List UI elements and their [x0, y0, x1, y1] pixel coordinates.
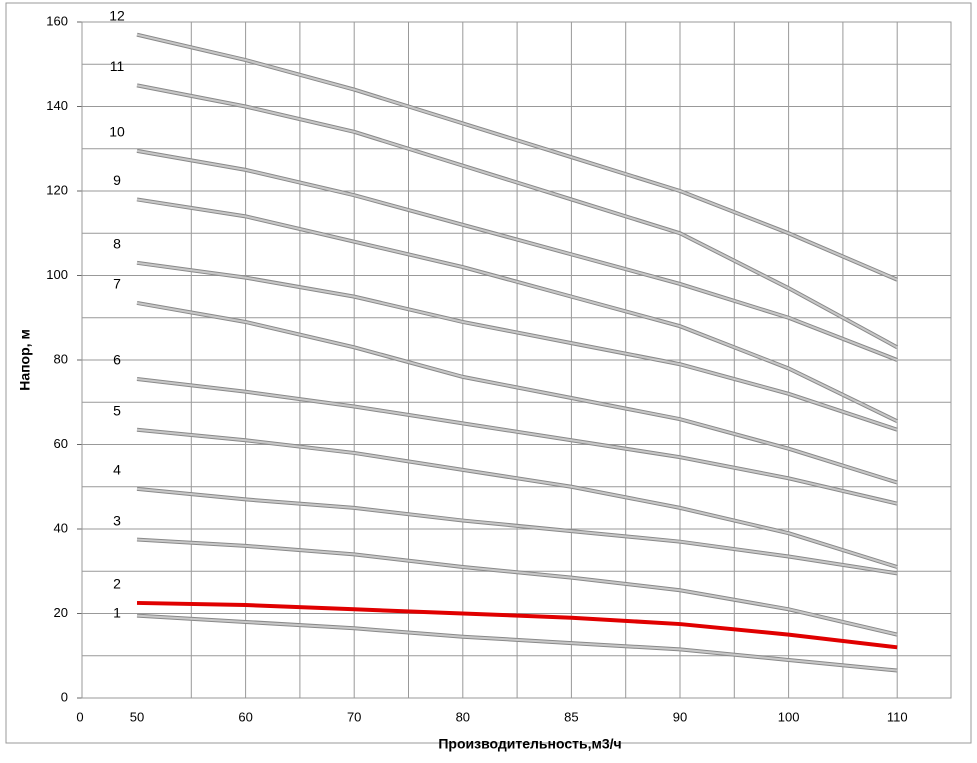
y-tick-label: 60 [54, 436, 68, 451]
y-tick-label: 0 [61, 689, 68, 704]
y-tick-label: 20 [54, 605, 68, 620]
series-label: 1 [113, 604, 121, 620]
x-tick-label: 0 [76, 709, 83, 724]
x-tick-label: 80 [456, 709, 470, 724]
series-line [136, 487, 898, 575]
series-label: 4 [113, 462, 121, 478]
series-label: 11 [110, 58, 125, 74]
y-tick-label: 40 [54, 520, 68, 535]
x-tick-label: 60 [238, 709, 252, 724]
y-tick-label: 80 [54, 351, 68, 366]
series-line [136, 538, 898, 636]
y-tick-label: 100 [46, 267, 68, 282]
series-label: 7 [113, 276, 121, 292]
series-line [136, 301, 898, 484]
y-tick-label: 140 [46, 98, 68, 113]
x-tick-label: 100 [778, 709, 800, 724]
series-line [136, 149, 898, 361]
series-line [136, 428, 898, 568]
y-axis-title: Напор, м [17, 329, 33, 391]
chart-frame [5, 2, 972, 744]
series-line [136, 33, 898, 281]
series-line [136, 600, 898, 650]
series-label: 6 [113, 352, 121, 368]
series-line [136, 378, 898, 505]
y-tick-label: 120 [46, 182, 68, 197]
series-line [136, 84, 898, 349]
series-line [136, 261, 898, 431]
y-tick-label: 160 [46, 13, 68, 28]
series-label: 5 [113, 402, 121, 418]
plot-border [81, 21, 952, 699]
series-label: 2 [113, 576, 121, 592]
series-label: 8 [113, 236, 121, 252]
x-axis-title: Производительность,м3/ч [438, 736, 621, 752]
x-tick-label: 50 [130, 709, 144, 724]
x-tick-label: 110 [887, 709, 908, 724]
series-line [136, 614, 898, 672]
x-tick-label: 70 [347, 709, 361, 724]
series-label: 10 [109, 124, 125, 140]
series-label: 9 [113, 172, 121, 188]
series-label: 12 [109, 7, 125, 23]
x-tick-label: 90 [673, 709, 687, 724]
x-tick-label: 85 [564, 709, 578, 724]
series-label: 3 [113, 512, 121, 528]
series-line [136, 198, 898, 423]
